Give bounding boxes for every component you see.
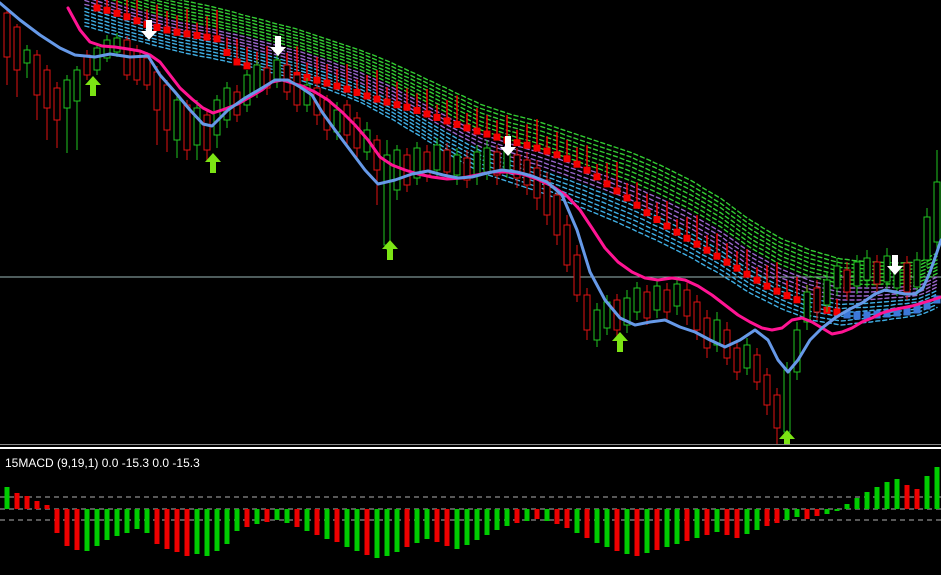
pane-divider[interactable] [0,447,941,448]
pane-divider-top-line [0,444,941,445]
price-chart[interactable] [0,0,941,444]
pane-divider-bottom-line [0,448,941,449]
macd-indicator-panel: 15MACD (9,19,1) 0.0 -15.3 0.0 -15.3 [0,450,941,575]
macd-histogram-chart[interactable] [0,450,941,575]
macd-indicator-label: 15MACD (9,19,1) 0.0 -15.3 0.0 -15.3 [5,456,200,470]
